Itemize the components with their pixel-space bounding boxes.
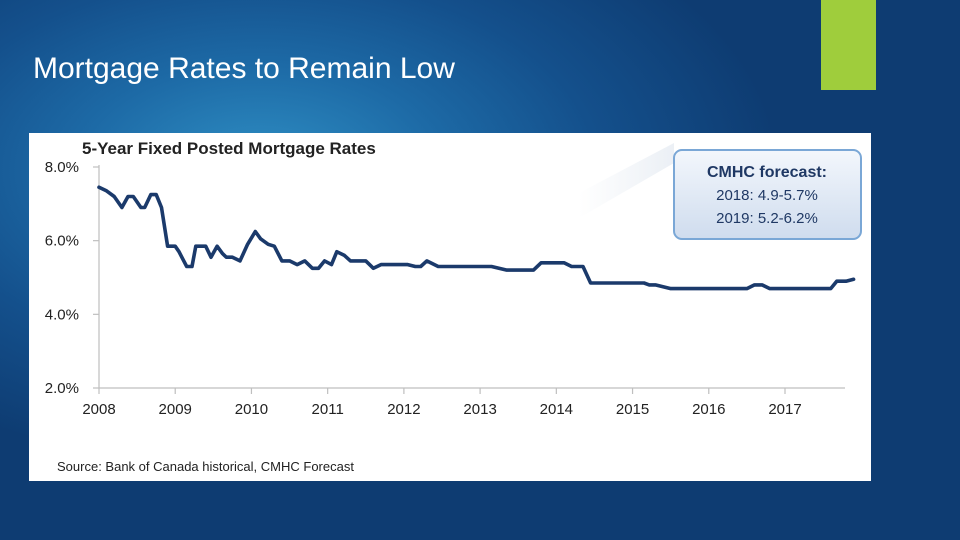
rate-chart: 5-Year Fixed Posted Mortgage Rates CMHC …: [45, 139, 862, 474]
x-tick-label: 2013: [463, 401, 496, 418]
x-tick-label: 2009: [159, 401, 192, 418]
x-tick-label: 2012: [387, 401, 420, 418]
x-tick-label: 2016: [692, 401, 725, 418]
x-tick-label: 2010: [235, 401, 268, 418]
x-tick-label: 2008: [82, 401, 115, 418]
series-line: [97, 185, 856, 291]
forecast-line-2018: 2018: 4.9-5.7%: [716, 187, 818, 204]
axes: 2.0% 4.0% 6.0% 8.0% 2008 2009 2010 2011 2012 2013…: [45, 159, 845, 418]
x-tick-label: 2014: [540, 401, 573, 418]
x-tick-label: 2017: [768, 401, 801, 418]
x-tick-label: 2015: [616, 401, 649, 418]
x-tick-label: 2011: [312, 401, 344, 418]
forecast-line-2019: 2019: 5.2-6.2%: [716, 210, 818, 227]
accent-bar: [821, 0, 876, 90]
y-tick-label: 8.0%: [45, 159, 79, 176]
y-tick-label: 6.0%: [45, 233, 79, 250]
forecast-box: [673, 149, 862, 240]
series-layer: [97, 185, 856, 291]
y-tick-label: 4.0%: [45, 306, 79, 323]
source-note: Source: Bank of Canada historical, CMHC …: [57, 459, 354, 474]
chart-title: 5-Year Fixed Posted Mortgage Rates: [82, 139, 376, 158]
callout-beam: [579, 143, 674, 218]
forecast-callout: CMHC forecast: 2018: 4.9-5.7% 2019: 5.2-…: [673, 149, 862, 240]
slide-title: Mortgage Rates to Remain Low: [33, 52, 455, 85]
y-tick-label: 2.0%: [45, 380, 79, 397]
chart-panel: 5-Year Fixed Posted Mortgage Rates CMHC …: [29, 133, 871, 481]
forecast-title: CMHC forecast:: [707, 164, 827, 181]
